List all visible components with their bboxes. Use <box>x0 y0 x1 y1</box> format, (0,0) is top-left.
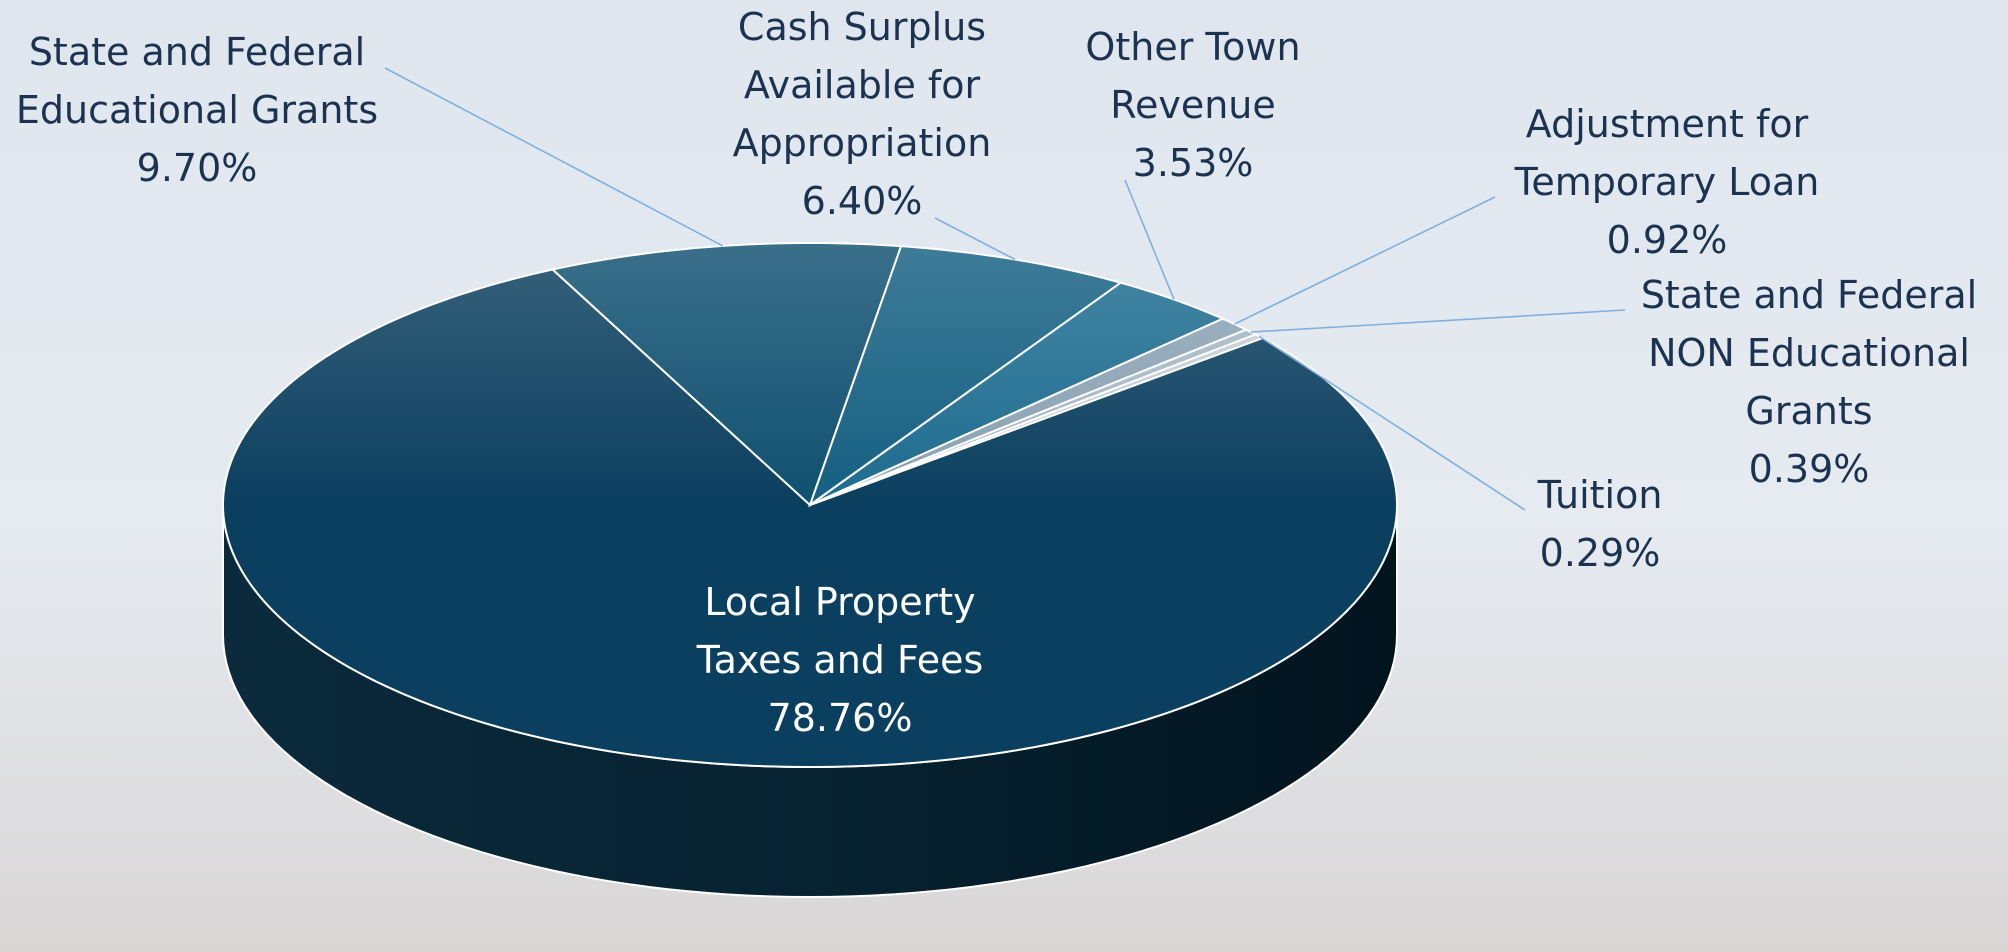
value-label: 0.92% <box>1497 211 1837 269</box>
leader-line <box>1251 310 1625 332</box>
category-label: Tuition <box>1500 466 1700 524</box>
category-label: Adjustment for Temporary Loan <box>1497 95 1837 211</box>
category-label: Local Property Taxes and Fees <box>670 573 1010 689</box>
slice-label: Cash Surplus Available for Appropriation… <box>712 0 1012 230</box>
category-label: Cash Surplus Available for Appropriation <box>712 0 1012 172</box>
value-label: 0.29% <box>1500 524 1700 582</box>
value-label: 6.40% <box>712 172 1012 230</box>
category-label: State and Federal NON Educational Grants <box>1619 266 1999 440</box>
slice-label: State and Federal NON Educational Grants… <box>1619 266 1999 498</box>
page: (() => { const data = JSON.parse(documen… <box>0 0 2008 952</box>
leader-line <box>1125 180 1174 299</box>
leader-line <box>1235 197 1495 324</box>
category-label: State and Federal Educational Grants <box>12 23 382 139</box>
leader-line <box>385 68 723 246</box>
value-label: 9.70% <box>12 139 382 197</box>
category-label: Other Town Revenue <box>1063 18 1323 134</box>
value-label: 3.53% <box>1063 134 1323 192</box>
value-label: 78.76% <box>670 689 1010 747</box>
